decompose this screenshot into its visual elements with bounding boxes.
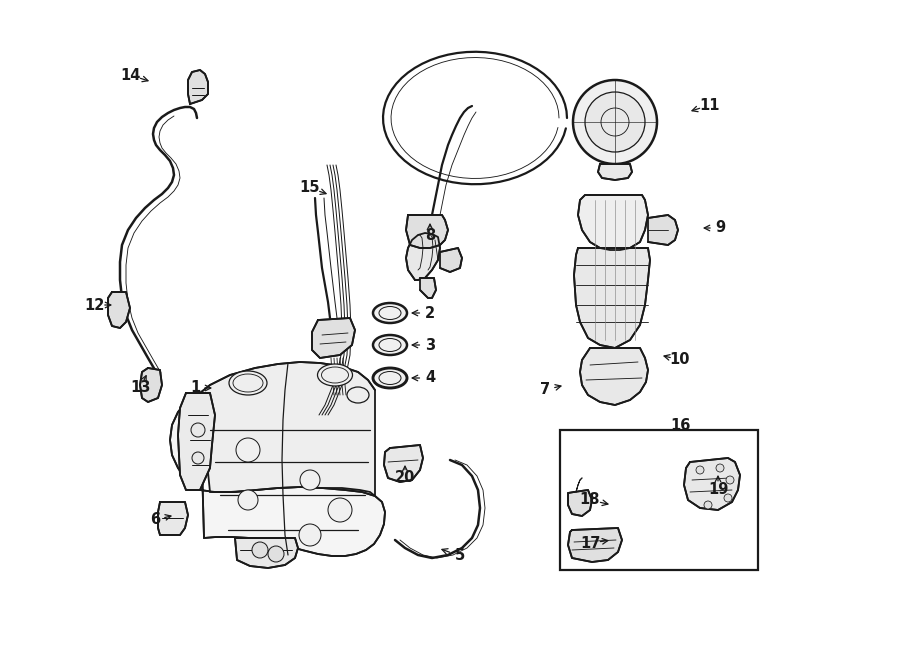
Polygon shape bbox=[406, 215, 448, 248]
Text: 20: 20 bbox=[395, 471, 415, 485]
Circle shape bbox=[696, 466, 704, 474]
Text: 4: 4 bbox=[425, 371, 435, 385]
Circle shape bbox=[585, 92, 645, 152]
Text: 3: 3 bbox=[425, 338, 435, 352]
Text: 9: 9 bbox=[715, 221, 725, 235]
Ellipse shape bbox=[318, 364, 353, 386]
Text: 5: 5 bbox=[454, 549, 465, 563]
Circle shape bbox=[716, 464, 724, 472]
Polygon shape bbox=[108, 292, 130, 328]
Text: 17: 17 bbox=[580, 535, 600, 551]
Polygon shape bbox=[200, 362, 375, 496]
Circle shape bbox=[573, 80, 657, 164]
Circle shape bbox=[328, 498, 352, 522]
Text: 10: 10 bbox=[670, 352, 690, 368]
Polygon shape bbox=[158, 502, 188, 535]
Ellipse shape bbox=[229, 371, 267, 395]
Ellipse shape bbox=[373, 303, 407, 323]
Ellipse shape bbox=[347, 387, 369, 403]
Circle shape bbox=[236, 438, 260, 462]
Polygon shape bbox=[440, 248, 462, 272]
Text: 11: 11 bbox=[700, 98, 720, 112]
Polygon shape bbox=[235, 538, 298, 568]
Polygon shape bbox=[384, 445, 423, 482]
Polygon shape bbox=[648, 215, 678, 245]
Text: 12: 12 bbox=[85, 297, 105, 313]
Polygon shape bbox=[188, 70, 208, 104]
Circle shape bbox=[724, 494, 732, 502]
Polygon shape bbox=[574, 248, 650, 348]
Polygon shape bbox=[140, 368, 162, 402]
Text: 16: 16 bbox=[670, 418, 690, 432]
Polygon shape bbox=[568, 490, 592, 516]
Polygon shape bbox=[598, 164, 632, 180]
Circle shape bbox=[238, 490, 258, 510]
Polygon shape bbox=[406, 233, 440, 280]
Text: 8: 8 bbox=[425, 227, 435, 243]
Text: 13: 13 bbox=[130, 381, 150, 395]
Circle shape bbox=[300, 470, 320, 490]
Polygon shape bbox=[684, 458, 740, 510]
Polygon shape bbox=[420, 278, 436, 298]
Text: 7: 7 bbox=[540, 383, 550, 397]
Text: 18: 18 bbox=[580, 492, 600, 508]
Circle shape bbox=[726, 476, 734, 484]
Polygon shape bbox=[580, 348, 648, 405]
Text: 15: 15 bbox=[300, 180, 320, 196]
Polygon shape bbox=[568, 528, 622, 562]
Text: 14: 14 bbox=[120, 67, 140, 83]
Circle shape bbox=[252, 542, 268, 558]
Polygon shape bbox=[312, 318, 355, 358]
Circle shape bbox=[299, 524, 321, 546]
Text: 1: 1 bbox=[190, 381, 200, 395]
Text: 19: 19 bbox=[707, 483, 728, 498]
Polygon shape bbox=[170, 393, 385, 556]
Circle shape bbox=[191, 423, 205, 437]
Circle shape bbox=[192, 452, 204, 464]
Polygon shape bbox=[178, 393, 215, 490]
Bar bbox=[560, 430, 758, 570]
Circle shape bbox=[268, 546, 284, 562]
Polygon shape bbox=[578, 195, 648, 250]
Circle shape bbox=[704, 501, 712, 509]
Text: 2: 2 bbox=[425, 305, 435, 321]
Text: 6: 6 bbox=[150, 512, 160, 527]
Ellipse shape bbox=[373, 335, 407, 355]
Ellipse shape bbox=[373, 368, 407, 388]
